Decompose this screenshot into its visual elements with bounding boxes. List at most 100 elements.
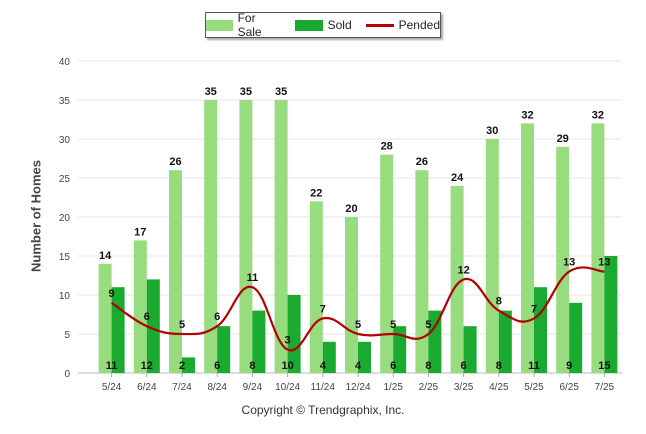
data-label-for-sale: 26 [416,156,428,168]
bar-sold [287,295,301,373]
bar-sold [393,326,407,373]
bar-for-sale [556,146,570,373]
bar-for-sale [450,185,464,373]
x-tick-label: 2/25 [419,382,439,393]
x-tick-label: 7/25 [595,382,615,393]
y-tick-label: 15 [59,252,71,263]
chart-legend: For Sale Sold Pended [205,11,441,39]
data-label-for-sale: 28 [381,141,393,153]
data-label-pended: 5 [425,319,431,331]
data-label-sold: 8 [425,360,431,372]
data-label-sold: 11 [528,360,540,372]
bar-for-sale [169,170,182,373]
bar-for-sale [133,240,147,373]
data-label-pended: 7 [320,303,326,315]
data-label-sold: 8 [496,360,502,372]
bar-for-sale [309,201,323,373]
y-tick-label: 10 [59,291,71,302]
bar-for-sale [239,100,253,373]
data-label-pended: 5 [355,319,361,331]
y-tick-label: 25 [59,174,71,185]
x-tick-label: 3/25 [454,382,474,393]
bar-sold [182,357,195,373]
data-label-for-sale: 22 [310,187,322,199]
legend-item-sold: Sold [294,18,352,32]
data-label-pended: 5 [390,319,396,331]
data-label-pended: 5 [179,319,185,331]
y-tick-label: 40 [59,57,71,68]
data-label-pended: 12 [457,264,469,276]
data-label-for-sale: 32 [592,109,604,121]
data-label-for-sale: 35 [240,86,252,98]
bar-for-sale [345,217,358,373]
data-label-pended: 7 [531,303,537,315]
data-label-for-sale: 30 [486,125,498,137]
x-tick-label: 5/24 [102,382,122,393]
y-tick-label: 35 [59,96,71,107]
bar-for-sale [380,154,394,373]
data-label-sold: 6 [390,360,396,372]
data-label-pended: 13 [598,257,610,269]
y-tick-label: 5 [64,330,70,341]
x-tick-label: 11/24 [311,382,336,393]
x-tick-label: 5/25 [524,382,544,393]
legend-item-pended: Pended [365,18,440,32]
bar-sold [322,341,336,373]
data-label-pended: 3 [285,335,291,347]
data-label-pended: 6 [144,311,150,323]
y-tick-label: 30 [59,135,71,146]
copyright-footer: Copyright © Trendgraphix, Inc. [241,403,405,417]
bar-sold [217,326,231,373]
bar-sold [463,326,477,373]
data-label-sold: 4 [355,360,362,372]
bar-for-sale [591,123,605,374]
data-label-pended: 8 [496,296,502,308]
bar-sold [498,310,512,373]
data-label-for-sale: 20 [345,203,357,215]
bar-sold [358,341,371,373]
data-label-sold: 2 [179,360,185,372]
data-label-pended: 9 [109,288,115,300]
bar-sold [146,279,160,373]
bar-for-sale [415,170,429,373]
legend-swatch-for-sale [206,19,233,31]
data-label-sold: 10 [281,360,293,372]
data-label-sold: 12 [141,360,153,372]
x-tick-label: 10/24 [275,382,300,393]
legend-swatch-pended [365,23,394,27]
data-label-sold: 9 [566,360,572,372]
data-label-for-sale: 35 [275,86,287,98]
y-axis-title: Number of Homes [28,160,44,272]
data-label-sold: 15 [598,360,610,372]
bar-sold [604,256,618,373]
bar-for-sale [98,263,112,373]
bar-for-sale [274,100,288,373]
data-label-pended: 11 [247,272,259,284]
legend-swatch-sold [294,19,323,31]
data-label-sold: 8 [249,360,255,372]
data-label-sold: 6 [461,360,467,372]
x-tick-label: 6/24 [137,382,157,393]
data-label-sold: 4 [320,360,327,372]
x-tick-label: 7/24 [172,382,192,393]
data-label-for-sale: 26 [169,156,181,168]
x-tick-label: 12/24 [345,382,370,393]
data-label-sold: 11 [106,360,118,372]
x-tick-label: 8/24 [207,382,227,393]
bar-for-sale [204,100,218,373]
data-label-for-sale: 17 [134,226,146,238]
data-label-for-sale: 32 [521,109,533,121]
y-tick-label: 0 [64,369,70,380]
x-tick-label: 9/24 [243,382,263,393]
bar-for-sale [521,123,534,374]
data-label-for-sale: 24 [451,172,464,184]
y-tick-label: 20 [59,213,71,224]
data-label-sold: 6 [214,360,220,372]
bar-sold [428,310,442,373]
data-label-for-sale: 35 [205,86,217,98]
bar-sold [569,302,583,373]
x-tick-label: 4/25 [489,382,509,393]
line-pended [110,266,605,352]
bar-for-sale [485,139,499,373]
